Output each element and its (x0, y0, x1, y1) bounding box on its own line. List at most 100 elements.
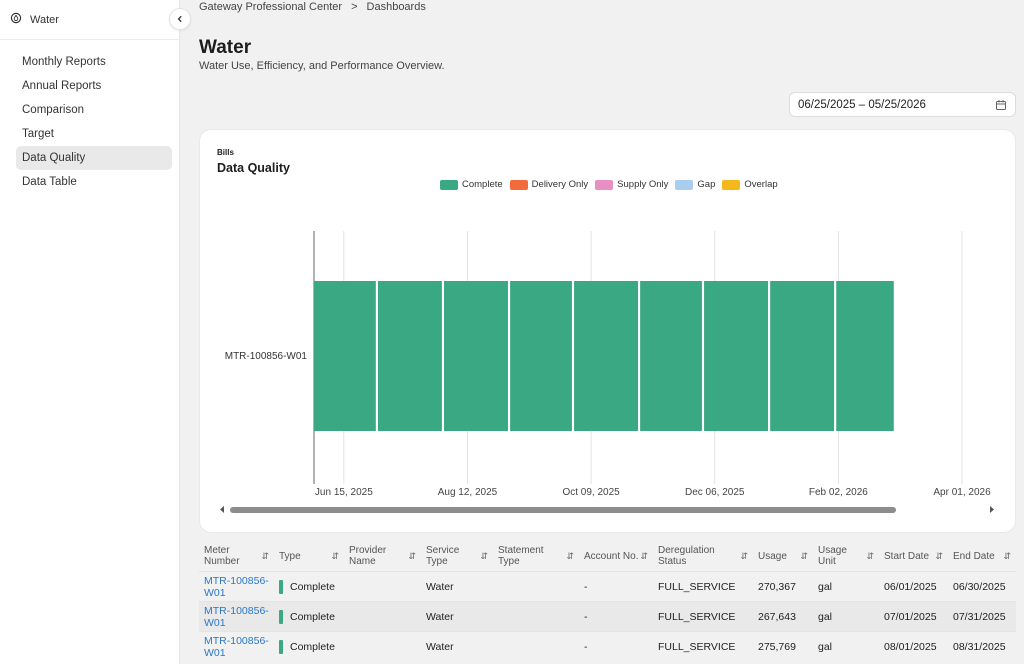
sort-icon[interactable]: ⇵ (1003, 550, 1011, 561)
column-header-type[interactable]: Type ⇵ (274, 551, 344, 562)
sidebar-item-target[interactable]: Target (22, 128, 54, 140)
column-header-label: Meter Number (204, 545, 240, 567)
cell-dereg: FULL_SERVICE (658, 640, 736, 653)
cell-usage: 275,769 (758, 640, 796, 653)
column-header-start-date[interactable]: Start Date ⇵ (879, 551, 948, 562)
complete-bill-segment[interactable] (444, 281, 508, 431)
complete-bill-segment[interactable] (640, 281, 702, 431)
column-header-end-date[interactable]: End Date ⇵ (948, 551, 1016, 562)
breadcrumb-item-location[interactable]: Gateway Professional Center (199, 0, 343, 13)
column-header-label: Deregulation Status (658, 545, 715, 567)
sort-icon[interactable]: ⇵ (740, 550, 748, 561)
cell-type: Complete (274, 639, 344, 654)
sidebar-item-monthly-reports[interactable]: Monthly Reports (22, 56, 106, 68)
column-header-account-no[interactable]: Account No. ⇵ (579, 551, 653, 562)
column-header-deregulation-status[interactable]: Deregulation Status ⇵ (653, 545, 753, 567)
cell-type: Complete (274, 609, 344, 624)
card-kicker: Bills (217, 148, 234, 157)
type-label: Complete (290, 580, 335, 593)
legend-item-supply-only[interactable]: Supply Only (595, 179, 668, 190)
sort-icon[interactable]: ⇵ (331, 550, 339, 561)
sidebar-item-comparison[interactable]: Comparison (22, 104, 84, 116)
x-tick-label: Apr 01, 2026 (933, 487, 991, 498)
date-range-picker[interactable]: 06/25/2025 – 05/25/2026 (789, 92, 1016, 117)
column-header-statement-type[interactable]: Statement Type ⇵ (493, 545, 579, 567)
type-indicator (279, 579, 283, 594)
cell-unit: gal (818, 610, 833, 623)
table-body: MTR-100856-W01 Complete Water - FULL_SERVICE… (199, 571, 1016, 661)
complete-bill-segment[interactable] (704, 281, 769, 431)
legend-label: Overlap (744, 179, 778, 190)
sort-icon[interactable]: ⇵ (261, 550, 269, 561)
cell-account: - (584, 580, 588, 593)
table-row[interactable]: MTR-100856-W01 Complete Water - FULL_SERVICE… (199, 631, 1016, 661)
sort-icon[interactable]: ⇵ (480, 550, 488, 561)
collapse-sidebar-button[interactable] (169, 8, 191, 30)
cell-end: 07/31/2025 (953, 610, 1006, 623)
complete-bill-segment[interactable] (770, 281, 835, 431)
cell-service: Water (426, 640, 454, 653)
scroll-right-arrow[interactable] (990, 506, 994, 513)
sidebar-item-data-quality[interactable]: Data Quality (16, 146, 172, 170)
sort-icon[interactable]: ⇵ (800, 550, 808, 561)
data-quality-chart: Jun 15, 2025 Aug 12, 2025 Oct 09, 2025 Dec … (220, 231, 994, 513)
x-tick-label: Oct 09, 2025 (562, 487, 620, 498)
sort-icon[interactable]: ⇵ (566, 550, 574, 561)
sidebar-item-data-table[interactable]: Data Table (22, 176, 77, 188)
legend-item-gap[interactable]: Gap (675, 179, 715, 190)
scrollbar-thumb[interactable] (230, 507, 896, 513)
column-header-label: Start Date (884, 550, 930, 562)
scroll-left-arrow[interactable] (220, 506, 224, 513)
column-header-label: Provider Name (349, 545, 387, 567)
complete-bill-segment[interactable] (377, 281, 442, 431)
bills-table: Meter Number ⇵ Type ⇵ Provider Name ⇵ Service … (199, 541, 1016, 661)
cell-meter[interactable]: MTR-100856-W01 (204, 574, 269, 599)
water-icon (10, 11, 22, 29)
column-header-label: Usage Unit (818, 545, 847, 567)
cell-service: Water (426, 610, 454, 623)
legend-swatch (595, 179, 614, 190)
cell-unit: gal (818, 580, 833, 593)
column-header-label: Account No. (584, 550, 639, 562)
card-title: Data Quality (217, 161, 290, 175)
complete-bill-segment[interactable] (574, 281, 638, 431)
column-header-provider-name[interactable]: Provider Name ⇵ (344, 545, 421, 567)
sort-icon[interactable]: ⇵ (408, 550, 416, 561)
sort-icon[interactable]: ⇵ (866, 550, 874, 561)
sidebar-item-annual-reports[interactable]: Annual Reports (22, 80, 102, 92)
cell-dereg: FULL_SERVICE (658, 580, 736, 593)
column-header-usage-unit[interactable]: Usage Unit ⇵ (813, 545, 879, 567)
cell-end: 08/31/2025 (953, 640, 1006, 653)
legend-label: Delivery Only (531, 179, 589, 190)
calendar-icon (996, 99, 1006, 110)
sort-icon[interactable]: ⇵ (935, 550, 943, 561)
column-header-label: Statement Type (498, 545, 544, 567)
type-indicator (279, 609, 283, 624)
cell-meter[interactable]: MTR-100856-W01 (204, 604, 269, 629)
legend-item-overlap[interactable]: Overlap (722, 179, 778, 190)
legend-item-complete[interactable]: Complete (440, 179, 503, 190)
cell-start: 06/01/2025 (884, 580, 937, 593)
column-header-usage[interactable]: Usage ⇵ (753, 551, 813, 562)
column-header-service-type[interactable]: Service Type ⇵ (421, 545, 493, 567)
cell-meter[interactable]: MTR-100856-W01 (204, 634, 269, 659)
legend-label: Complete (462, 179, 503, 190)
x-tick-label: Jun 15, 2025 (315, 487, 373, 498)
column-header-meter-number[interactable]: Meter Number ⇵ (199, 545, 274, 567)
table-header: Meter Number ⇵ Type ⇵ Provider Name ⇵ Service … (199, 541, 1016, 571)
sort-icon[interactable]: ⇵ (640, 550, 648, 561)
cell-end: 06/30/2025 (953, 580, 1006, 593)
date-range-value: 06/25/2025 – 05/25/2026 (798, 98, 926, 111)
x-tick-label: Feb 02, 2026 (809, 487, 868, 498)
column-header-label: End Date (953, 550, 995, 562)
breadcrumb-item-dashboards[interactable]: Dashboards (366, 0, 426, 13)
complete-bill-segment[interactable] (314, 281, 376, 431)
legend-item-delivery-only[interactable]: Delivery Only (509, 179, 589, 190)
table-row[interactable]: MTR-100856-W01 Complete Water - FULL_SERVICE… (199, 571, 1016, 601)
complete-bill-segment[interactable] (836, 281, 894, 431)
cell-unit: gal (818, 640, 833, 653)
complete-bill-segment[interactable] (510, 281, 572, 431)
cell-service: Water (426, 580, 454, 593)
legend-swatch (509, 179, 528, 190)
table-row[interactable]: MTR-100856-W01 Complete Water - FULL_SERVICE… (199, 601, 1016, 631)
